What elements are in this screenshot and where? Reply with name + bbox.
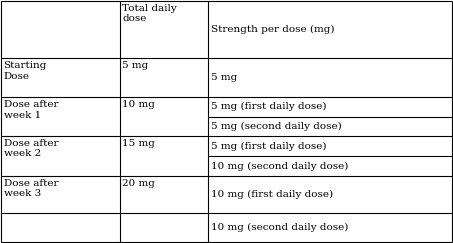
Text: 10 mg: 10 mg bbox=[122, 100, 155, 109]
Text: Total daily
dose: Total daily dose bbox=[122, 4, 177, 23]
Text: 10 mg (second daily dose): 10 mg (second daily dose) bbox=[211, 162, 348, 171]
Text: Starting
Dose: Starting Dose bbox=[4, 61, 47, 81]
Text: Dose after
week 3: Dose after week 3 bbox=[4, 179, 58, 199]
Text: 20 mg: 20 mg bbox=[122, 179, 155, 188]
Text: 15 mg: 15 mg bbox=[122, 139, 155, 148]
Text: 5 mg: 5 mg bbox=[122, 61, 149, 70]
Text: 5 mg (second daily dose): 5 mg (second daily dose) bbox=[211, 122, 342, 131]
Text: Strength per dose (mg): Strength per dose (mg) bbox=[211, 25, 334, 34]
Text: 10 mg (first daily dose): 10 mg (first daily dose) bbox=[211, 190, 333, 199]
Text: 10 mg (second daily dose): 10 mg (second daily dose) bbox=[211, 223, 348, 232]
Text: 5 mg (first daily dose): 5 mg (first daily dose) bbox=[211, 102, 326, 112]
Text: 5 mg (first daily dose): 5 mg (first daily dose) bbox=[211, 141, 326, 151]
Text: Dose after
week 2: Dose after week 2 bbox=[4, 139, 58, 158]
Text: 5 mg: 5 mg bbox=[211, 73, 237, 82]
Text: Dose after
week 1: Dose after week 1 bbox=[4, 100, 58, 120]
